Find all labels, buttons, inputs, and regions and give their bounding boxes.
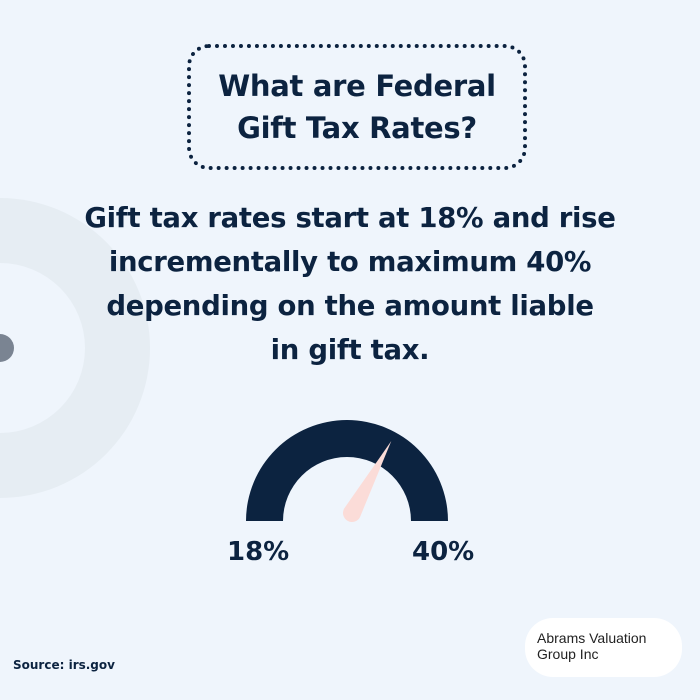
title-line-2: Gift Tax Rates? [237, 111, 477, 145]
gauge [246, 420, 448, 522]
gauge-max-label: 40% [412, 537, 475, 567]
description: Gift tax rates start at 18% and rise inc… [40, 196, 660, 372]
title-box: What are Federal Gift Tax Rates? [187, 44, 527, 170]
gauge-min-label: 18% [227, 537, 290, 567]
title-line-1: What are Federal [218, 69, 496, 103]
decorative-dot [0, 334, 14, 362]
source-note: Source: irs.gov [13, 658, 115, 672]
gauge-arc [246, 420, 448, 521]
description-line: in gift tax. [270, 334, 430, 366]
page-title: What are Federal Gift Tax Rates? [218, 65, 496, 149]
company-logo: Abrams Valuation Group Inc [525, 618, 682, 677]
description-line: depending on the amount liable [106, 290, 594, 322]
decorative-ring [0, 198, 150, 498]
description-line: incrementally to maximum 40% [108, 246, 592, 278]
logo-line-1: Abrams Valuation [537, 630, 647, 646]
gauge-needle [343, 441, 392, 522]
decorative-ring-inner [0, 263, 85, 433]
logo-line-2: Group Inc [537, 646, 599, 662]
description-line: Gift tax rates start at 18% and rise [84, 202, 616, 234]
